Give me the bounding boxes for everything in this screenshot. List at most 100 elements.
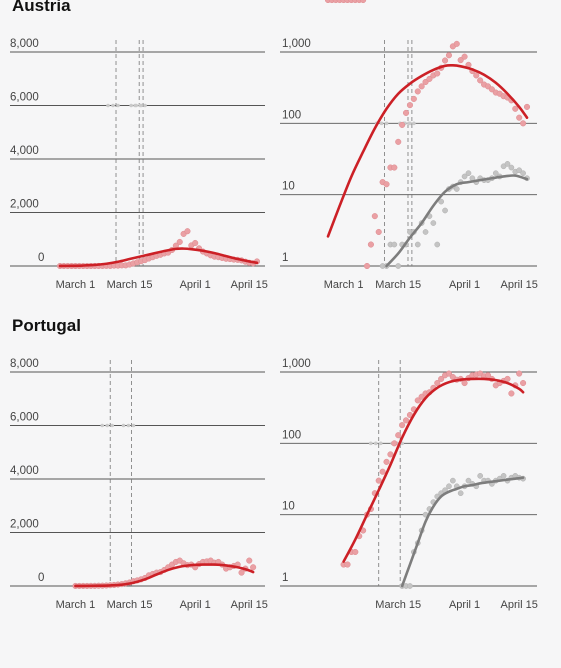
- austria-log-x-tick-label: April 15: [501, 279, 538, 291]
- portugal-log-y-tick-label: 1,000: [282, 358, 311, 370]
- austria-linear-cases-point: [184, 228, 191, 235]
- austria-linear-cases-point: [192, 239, 199, 247]
- austria-log-cases-point: [383, 181, 390, 188]
- austria-log-x-tick-label: March 1: [324, 279, 364, 291]
- portugal-log-cases-point: [383, 458, 390, 465]
- portugal-log-event-marker: [368, 441, 373, 446]
- austria-log-deaths-point: [461, 173, 468, 180]
- austria-log-event-marker: [379, 121, 384, 126]
- austria-log-y-tick-label: 10: [282, 181, 295, 193]
- portugal-linear-chart: 8,000 6,000 4,000 2,000 0 March 1 March 15 Apri…: [10, 358, 268, 611]
- portugal-linear-cases-point: [238, 569, 245, 576]
- portugal-log-deaths-point: [457, 490, 464, 497]
- austria-log-event-marker: [384, 121, 389, 126]
- austria-log-cases-point: [434, 70, 441, 77]
- portugal-linear-x-tick-label: March 1: [56, 599, 96, 611]
- portugal-log-y-tick-label: 10: [282, 501, 295, 513]
- portugal-log-deaths-point: [500, 473, 507, 479]
- austria-log-cases-trend-line: [326, 63, 529, 238]
- portugal-log-deaths-point: [446, 483, 452, 490]
- austria-log-cases-point: [391, 164, 398, 171]
- portugal-log-cases-point: [395, 432, 402, 439]
- austria-log-deaths-point: [395, 263, 402, 269]
- austria-linear-x-tick-label: March 15: [107, 279, 153, 291]
- austria-log-deaths-point: [504, 161, 511, 167]
- austria-linear-chart: 8,000 6,000 4,000 2,000 0 March 1 March 15 Apri…: [10, 38, 268, 291]
- portugal-log-deaths-point: [407, 583, 413, 589]
- austria-log-event-marker: [412, 121, 416, 126]
- portugal-log-y-tick-label: 100: [282, 429, 301, 441]
- austria-log-deaths-point: [430, 220, 437, 226]
- austria-log-cases-point: [402, 109, 410, 116]
- austria-linear-event-marker: [133, 103, 137, 108]
- austria-linear-event-marker: [143, 103, 147, 108]
- austria-log-deaths-point: [492, 170, 499, 177]
- portugal-log-event-marker: [373, 441, 378, 446]
- austria-log-deaths-point: [508, 164, 515, 171]
- austria-linear-x-tick-label: April 15: [231, 279, 268, 291]
- austria-log-cases-point: [426, 75, 433, 82]
- portugal-linear-event-marker: [105, 423, 110, 428]
- austria-linear-event-marker: [129, 103, 133, 108]
- portugal-log-deaths-point: [477, 473, 484, 479]
- austria-log-y-tick-label: 1,000: [282, 38, 311, 50]
- austria-log-cases-point: [512, 105, 519, 112]
- austria-log-x-tick-label: March 15: [375, 279, 421, 291]
- austria-log-cases-point: [367, 241, 374, 248]
- austria-linear-event-marker: [106, 103, 110, 108]
- portugal-linear-event-marker: [121, 423, 126, 428]
- austria-log-cases-point: [516, 114, 523, 121]
- austria-log-cases-point: [453, 40, 460, 47]
- austria-log-cases-point: [418, 83, 425, 90]
- austria-log-cases-point: [477, 77, 484, 84]
- austria-log-deaths-point: [422, 229, 429, 235]
- austria-linear-y-tick-label: 8,000: [10, 38, 39, 50]
- portugal-linear-x-tick-label: March 15: [107, 599, 153, 611]
- portugal-log-x-tick-label: April 1: [449, 599, 480, 611]
- portugal-log-cases-point: [402, 417, 410, 424]
- portugal-log-deaths-point: [450, 477, 456, 484]
- austria-log-deaths-point: [438, 198, 445, 205]
- austria-log-cases-point: [445, 52, 453, 59]
- portugal-log-cases-point: [399, 422, 406, 429]
- portugal-log-cases-point: [344, 561, 351, 568]
- austria-log-cases-point: [395, 138, 402, 145]
- austria-linear-x-tick-label: April 1: [180, 279, 211, 291]
- austria-log-cases-point: [371, 213, 378, 220]
- austria-linear-cases-point: [176, 238, 183, 245]
- austria-linear-cases-trend-line: [58, 247, 259, 268]
- austria-log-deaths-trend-line: [385, 174, 529, 268]
- portugal-log-deaths-point: [465, 477, 472, 484]
- portugal-log-cases-point: [445, 370, 453, 377]
- austria-log-deaths-point: [442, 207, 448, 214]
- portugal-log-cases-point: [434, 379, 441, 387]
- austria-log-cases-point: [375, 228, 382, 236]
- austria-log-cases-point: [457, 57, 464, 64]
- austria-log-deaths-point: [391, 241, 398, 248]
- country-title-austria: Austria: [12, 0, 71, 15]
- portugal-log-cases-point: [387, 451, 394, 458]
- austria-log-event-marker: [407, 121, 411, 126]
- austria-log-cases-point: [406, 102, 413, 109]
- austria-log-cases-point: [523, 103, 531, 110]
- austria-linear-x-tick-label: March 1: [56, 279, 96, 291]
- austria-log-deaths-point: [465, 170, 472, 177]
- austria-log-deaths-point: [453, 186, 460, 192]
- portugal-log-deaths-trend-line: [400, 476, 525, 588]
- portugal-log-event-marker: [378, 441, 383, 446]
- portugal-log-cases-point: [414, 397, 421, 404]
- portugal-log-cases-point: [508, 390, 515, 397]
- portugal-linear-y-tick-label: 2,000: [10, 519, 39, 531]
- portugal-log-y-tick-label: 1: [282, 572, 288, 584]
- austria-log-deaths-point: [516, 167, 523, 174]
- portugal-log-cases-point: [352, 548, 359, 556]
- austria-log-cases-point: [488, 86, 495, 93]
- austria-linear-event-marker: [111, 103, 115, 108]
- austria-linear-event-marker: [138, 103, 142, 108]
- austria-log-cases-point: [461, 53, 468, 60]
- austria-log-deaths-point: [520, 170, 526, 177]
- austria-log-deaths-point: [434, 241, 441, 248]
- portugal-log-cases-point: [516, 370, 523, 377]
- portugal-log-x-tick-label: March 15: [375, 599, 421, 611]
- portugal-log-cases-point: [391, 440, 398, 447]
